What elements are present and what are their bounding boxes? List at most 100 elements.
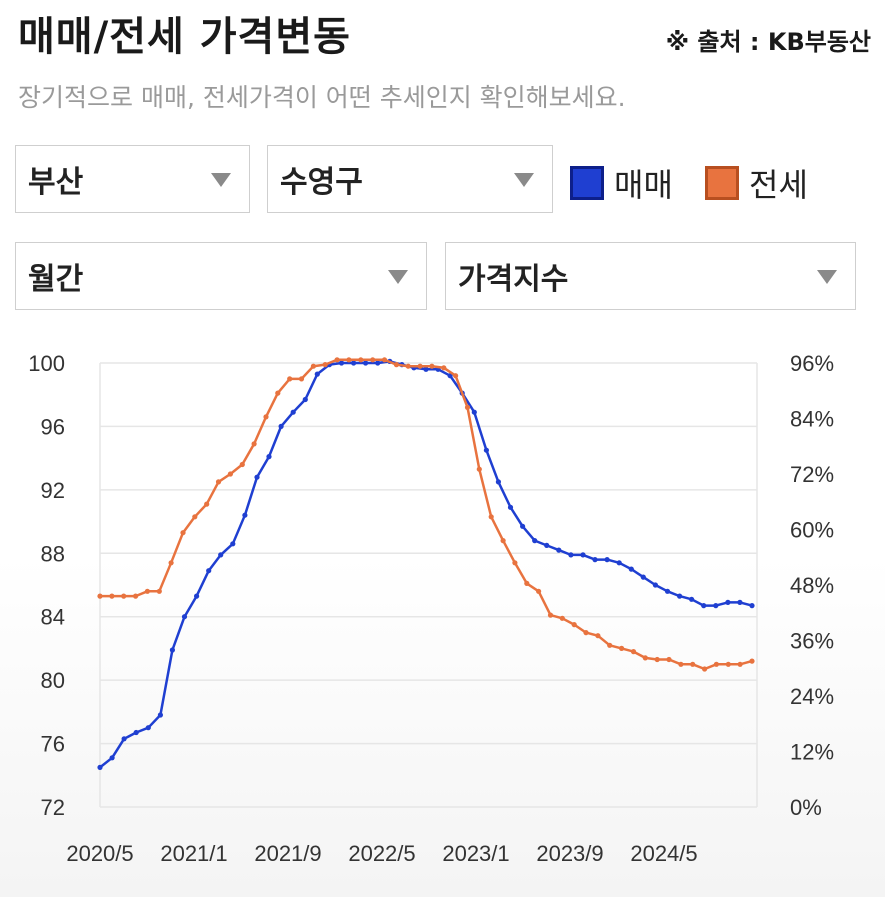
data-point <box>290 409 296 415</box>
data-point <box>168 560 174 566</box>
data-point <box>298 376 305 382</box>
data-point <box>654 656 660 663</box>
data-point <box>559 615 565 621</box>
data-point <box>97 593 103 599</box>
data-point <box>417 363 423 369</box>
data-point <box>314 371 320 377</box>
page-subtitle: 장기적으로 매매, 전세가격이 어떤 추세인지 확인해보세요. <box>18 83 626 112</box>
data-point <box>749 603 755 609</box>
district-select-value: 수영구 <box>280 165 363 200</box>
y-right-tick-label: 12% <box>790 740 834 765</box>
chevron-down-icon <box>388 270 408 284</box>
data-point <box>346 357 352 363</box>
data-point <box>607 642 613 648</box>
data-point <box>254 474 260 480</box>
data-point <box>689 596 695 602</box>
data-point <box>363 360 369 366</box>
data-point <box>251 441 257 447</box>
data-point <box>393 362 399 368</box>
data-point <box>520 523 526 529</box>
y-right-tick-label: 0% <box>790 795 822 820</box>
x-tick-label: 2023/9 <box>536 841 603 866</box>
legend-sale-label: 매매 <box>614 166 673 204</box>
legend-jeonse-label: 전세 <box>749 166 808 204</box>
data-point <box>145 725 151 731</box>
data-point <box>642 655 648 661</box>
legend-sale-swatch <box>570 166 604 200</box>
data-point <box>595 633 601 639</box>
data-point <box>690 661 696 667</box>
data-point <box>604 557 610 563</box>
legend-jeonse[interactable]: 전세 <box>705 160 808 206</box>
data-point <box>725 599 731 605</box>
data-point <box>678 661 684 667</box>
data-point <box>677 593 683 599</box>
data-point <box>524 580 530 586</box>
data-point <box>547 612 554 618</box>
data-point <box>192 514 198 520</box>
data-point <box>544 542 550 548</box>
period-select[interactable]: 월간 <box>15 242 427 310</box>
data-point <box>447 373 453 379</box>
data-point <box>266 454 272 460</box>
y-right-tick-label: 84% <box>790 407 834 432</box>
y-left-tick-label: 96 <box>41 414 65 439</box>
data-point <box>713 661 720 667</box>
data-point <box>556 547 562 553</box>
data-point <box>536 588 542 594</box>
data-point <box>628 566 634 572</box>
data-point <box>242 512 248 518</box>
data-point <box>571 622 577 628</box>
price-index-chart: 72 76 80 84 88 92 96 100 0% 12% 24% 36% 48% 60% 72% 84%… <box>28 351 834 866</box>
data-point <box>713 603 719 609</box>
x-tick-label: 2023/1 <box>442 841 509 866</box>
data-point <box>206 568 212 574</box>
data-point <box>180 530 186 536</box>
region-select-value: 부산 <box>28 165 84 200</box>
y-right-tick-label: 24% <box>790 684 834 709</box>
data-point <box>619 645 625 651</box>
data-point <box>121 593 127 599</box>
data-point <box>532 538 538 544</box>
metric-select[interactable]: 가격지수 <box>445 242 856 310</box>
data-point <box>630 649 637 655</box>
region-select[interactable]: 부산 <box>15 145 250 213</box>
data-point <box>616 560 622 566</box>
data-point <box>239 461 245 468</box>
data-point <box>568 552 574 558</box>
period-select-value: 월간 <box>28 262 84 297</box>
district-select[interactable]: 수영구 <box>267 145 553 213</box>
metric-select-value: 가격지수 <box>458 262 569 297</box>
y-right-tick-label: 48% <box>790 573 834 598</box>
data-point <box>512 560 518 566</box>
legend-jeonse-swatch <box>705 166 739 200</box>
y-left-tick-label: 88 <box>41 541 65 566</box>
data-point <box>652 582 659 588</box>
data-point <box>464 404 471 410</box>
data-point <box>215 479 222 485</box>
data-point <box>725 661 731 667</box>
data-point <box>194 593 200 599</box>
data-point <box>322 362 328 368</box>
y-left-tick-label: 80 <box>41 668 65 693</box>
x-tick-label: 2024/5 <box>630 841 697 866</box>
data-point <box>227 471 233 477</box>
y-left-tick-label: 72 <box>41 795 65 820</box>
data-point <box>358 357 364 363</box>
data-point <box>133 729 139 736</box>
data-point <box>97 764 103 770</box>
y-right-tick-label: 36% <box>790 629 834 654</box>
data-point <box>441 365 447 371</box>
data-point <box>507 504 514 510</box>
data-point <box>230 541 236 547</box>
data-point <box>429 363 435 369</box>
data-point <box>737 599 743 605</box>
data-point <box>592 557 598 563</box>
chevron-down-icon <box>211 173 231 187</box>
data-point <box>749 658 755 664</box>
data-point <box>580 552 586 558</box>
data-point <box>157 712 163 718</box>
data-point <box>181 614 188 620</box>
legend-sale[interactable]: 매매 <box>570 160 673 206</box>
page-title: 매매/전세 가격변동 <box>18 14 351 60</box>
